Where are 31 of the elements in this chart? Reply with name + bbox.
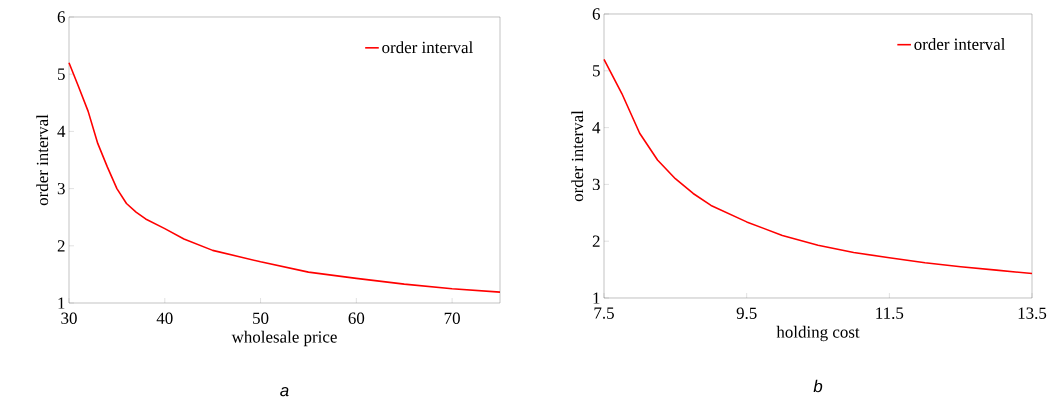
line-series — [603, 58, 1033, 275]
y-axis-title: order interval — [36, 114, 49, 206]
text: b — [813, 379, 823, 393]
y-tick-label: 3 — [592, 178, 600, 191]
x-tick-label: 70 — [444, 312, 460, 324]
y-tick-label: 1 — [58, 297, 65, 309]
line-series — [68, 61, 501, 293]
x-tick-label: 60 — [348, 312, 365, 324]
x-tick-label: 30 — [61, 312, 77, 324]
legend-label: order interval — [914, 38, 1006, 50]
y-tick-label: 5 — [58, 68, 65, 80]
x-axis-title: holding cost — [776, 325, 860, 342]
x-tick-label: 13.5 — [1018, 307, 1047, 319]
x-axis-title: wholesale price — [231, 330, 337, 347]
y-tick-label: 3 — [57, 182, 65, 195]
x-tick-label: 11.5 — [876, 307, 904, 319]
y-tick-label: 6 — [592, 8, 600, 20]
y-tick-label: 1 — [593, 292, 600, 304]
y-tick-label: 2 — [57, 240, 65, 252]
x-tick-label: 9.5 — [736, 307, 757, 319]
y-tick-label: 2 — [592, 235, 600, 247]
y-tick-label: 4 — [57, 125, 66, 137]
text: a — [280, 387, 289, 397]
y-tick-label: 5 — [593, 65, 600, 77]
y-tick-label: 6 — [57, 11, 65, 23]
y-axis-title: order interval — [571, 110, 584, 202]
x-tick-label: 7.5 — [594, 307, 614, 319]
x-tick-label: 40 — [156, 312, 173, 324]
x-tick-label: 50 — [253, 312, 269, 324]
legend-label: order interval — [382, 41, 473, 54]
y-tick-label: 4 — [592, 122, 601, 134]
